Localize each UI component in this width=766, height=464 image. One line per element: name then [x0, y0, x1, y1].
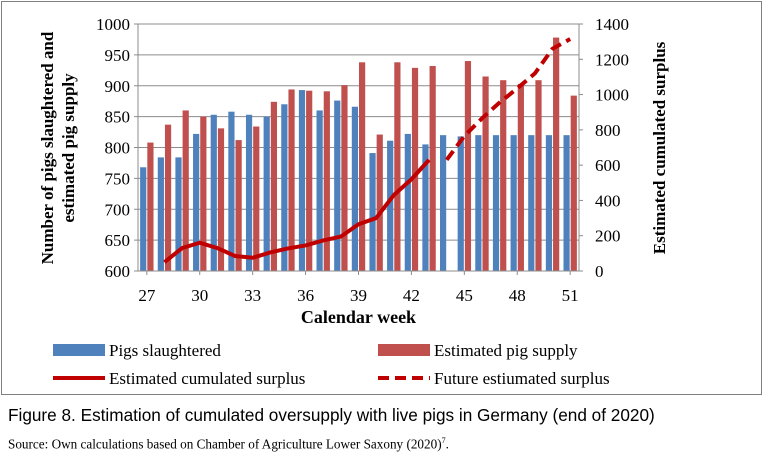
y-tick-label: 750	[105, 169, 131, 188]
bar-estimated-supply	[288, 89, 295, 271]
y-tick-label: 900	[105, 77, 131, 96]
bar-estimated-supply	[376, 134, 383, 271]
y-tick-label: 850	[105, 108, 131, 127]
legend-label: Future estiumated surplus	[434, 369, 610, 388]
figure-caption: Figure 8. Estimation of cumulated oversu…	[8, 405, 655, 425]
x-tick-label: 39	[350, 286, 367, 305]
bar-pigs-slaughtered	[387, 140, 394, 271]
bar-pigs-slaughtered	[369, 153, 376, 271]
x-tick-label: 33	[244, 286, 261, 305]
bar-estimated-supply	[341, 85, 348, 271]
bar-estimated-supply	[235, 140, 242, 271]
bar-estimated-supply	[217, 128, 225, 271]
bar-estimated-supply	[570, 95, 577, 271]
bar-estimated-supply	[253, 126, 260, 271]
bar-pigs-slaughtered	[457, 136, 464, 271]
bar-pigs-slaughtered	[334, 100, 341, 271]
y-axis-title: Number of pigs slaughtered and estimated …	[38, 31, 78, 264]
bar-pigs-slaughtered	[175, 157, 182, 271]
bar-pigs-slaughtered	[157, 157, 164, 271]
x-axis-title: Calendar week	[301, 307, 416, 327]
bar-pigs-slaughtered	[228, 111, 235, 271]
y-tick-label: 1000	[96, 15, 130, 34]
chart-svg: 600 650 700 750 800 850 900 950 1000 0 200 400 600 80…	[38, 15, 669, 388]
bar-estimated-supply	[306, 90, 313, 271]
bar-pigs-slaughtered	[316, 110, 323, 271]
bar-estimated-supply	[553, 37, 560, 272]
y2-tick-label: 0	[595, 262, 604, 281]
bar-estimated-supply	[182, 110, 189, 271]
y2-tick-label: 400	[595, 191, 621, 210]
bar-pigs-slaughtered	[140, 167, 147, 271]
bar-estimated-supply	[500, 80, 507, 271]
legend-label: Pigs slaughtered	[109, 341, 221, 360]
legend-swatch	[53, 344, 105, 356]
bar-estimated-supply	[517, 83, 524, 272]
y-tick-label: 650	[105, 231, 131, 250]
bar-estimated-supply	[394, 62, 401, 271]
y-tick-label: 800	[105, 139, 131, 158]
x-tick-label: 51	[562, 286, 579, 305]
x-tick-label: 42	[403, 286, 420, 305]
y2-tick-label: 1200	[595, 50, 629, 69]
bar-pigs-slaughtered	[404, 133, 411, 271]
source-superscript: 7	[441, 436, 446, 445]
cumulated-surplus-line	[163, 158, 431, 264]
bar-estimated-supply	[323, 91, 330, 272]
bar-pigs-slaughtered	[440, 135, 447, 271]
bar-estimated-supply	[482, 76, 489, 271]
source-end: .	[445, 436, 449, 452]
bar-pigs-slaughtered	[528, 135, 535, 271]
bar-estimated-supply	[359, 62, 366, 271]
x-tick-label: 48	[509, 286, 526, 305]
bar-estimated-supply	[147, 142, 154, 271]
future-surplus-line	[445, 37, 572, 162]
y-axis-title-line: estimated pig supply	[59, 73, 78, 223]
x-tick-label: 30	[191, 286, 208, 305]
legend-label: Estimated cumulated surplus	[109, 369, 305, 388]
y2-tick-label: 200	[595, 227, 621, 246]
bar-pigs-slaughtered	[475, 135, 482, 271]
legend-swatch	[378, 344, 430, 356]
bar-pigs-slaughtered	[563, 135, 570, 271]
bar-pigs-slaughtered	[492, 135, 500, 271]
bar-estimated-supply	[270, 101, 277, 272]
bar-pigs-slaughtered	[245, 114, 253, 272]
bar-pigs-slaughtered	[263, 116, 270, 271]
y-tick-label: 700	[105, 200, 131, 219]
bar-estimated-supply	[464, 61, 472, 271]
bar-estimated-supply	[411, 67, 419, 271]
y2-tick-label: 800	[595, 121, 621, 140]
source-text: Source: Own calculations based on Chambe…	[8, 436, 442, 452]
bar-pigs-slaughtered	[422, 144, 429, 271]
legend-label: Estimated pig supply	[434, 341, 578, 360]
y-tick-label: 600	[105, 262, 131, 281]
figure-source: Source: Own calculations based on Chambe…	[8, 436, 449, 452]
x-tick-label: 27	[138, 286, 156, 305]
bar-pigs-slaughtered	[193, 133, 200, 271]
bar-pigs-slaughtered	[351, 106, 358, 272]
y2-axis-title: Estimated cumulated surplus	[650, 41, 669, 254]
y2-tick-label: 600	[595, 156, 621, 175]
y-axis-title-line: Number of pigs slaughtered and	[38, 31, 57, 264]
bar-pigs-slaughtered	[281, 104, 288, 272]
x-tick-label: 45	[456, 286, 473, 305]
chart-frame: 600 650 700 750 800 850 900 950 1000 0 200 400 600 80…	[1, 1, 762, 395]
bar-pigs-slaughtered	[510, 135, 517, 271]
x-tick-label: 36	[297, 286, 314, 305]
bar-estimated-supply	[164, 124, 172, 271]
y-tick-label: 950	[105, 46, 131, 65]
bar-estimated-supply	[200, 116, 207, 271]
y2-tick-label: 1000	[595, 86, 629, 105]
bar-pigs-slaughtered	[298, 90, 306, 271]
bar-pigs-slaughtered	[545, 135, 553, 271]
bar-estimated-supply	[429, 65, 436, 271]
bar-pigs-slaughtered	[210, 114, 217, 272]
bar-estimated-supply	[535, 80, 542, 271]
y2-tick-label: 1400	[595, 15, 629, 34]
